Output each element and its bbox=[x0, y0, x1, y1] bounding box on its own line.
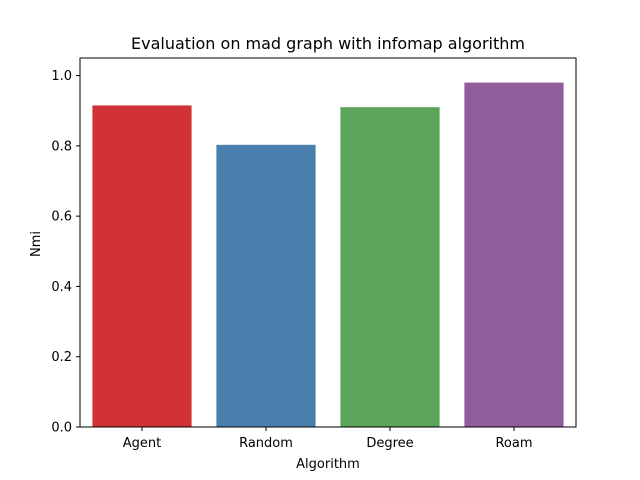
y-tick-label: 0.2 bbox=[51, 350, 72, 365]
bar-roam bbox=[464, 82, 564, 427]
y-tick-label: 0.0 bbox=[51, 421, 72, 436]
x-tick-label: Degree bbox=[366, 436, 413, 451]
axes-frame bbox=[79, 57, 577, 428]
bar-agent bbox=[92, 105, 192, 427]
x-axis-label: Algorithm bbox=[296, 457, 360, 472]
x-tick-label: Random bbox=[239, 436, 293, 451]
bar-degree bbox=[340, 107, 440, 427]
y-tick-label: 0.8 bbox=[51, 139, 72, 154]
bars-group bbox=[92, 82, 564, 427]
y-tick-label: 0.6 bbox=[51, 210, 72, 225]
bar-random bbox=[216, 144, 316, 427]
x-tick-label: Agent bbox=[123, 436, 161, 451]
y-axis-label: Nmi bbox=[29, 231, 44, 257]
x-tick-label: Roam bbox=[495, 436, 532, 451]
x-axis-ticks: Agent Random Degree Roam bbox=[123, 427, 533, 451]
y-axis-ticks: 0.0 0.2 0.4 0.6 0.8 1.0 bbox=[51, 69, 80, 436]
y-tick-label: 0.4 bbox=[51, 280, 72, 295]
y-tick-label: 1.0 bbox=[51, 69, 72, 84]
chart-title: Evaluation on mad graph with infomap alg… bbox=[131, 34, 525, 53]
